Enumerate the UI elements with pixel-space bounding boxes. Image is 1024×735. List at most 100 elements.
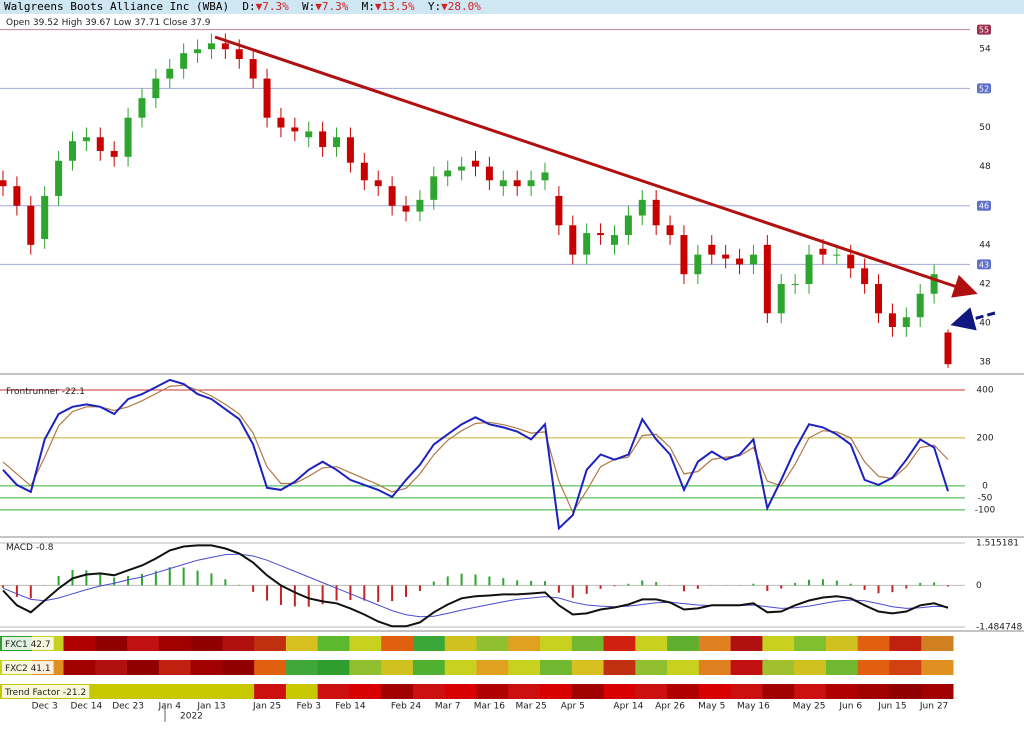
level-label: 55 — [979, 26, 989, 35]
candle-body — [291, 127, 299, 132]
y-tick-label: 42 — [979, 279, 990, 289]
candle-body — [82, 137, 90, 142]
x-tick-label: Jun 6 — [838, 702, 862, 712]
candle-body — [819, 248, 827, 255]
candle-body — [583, 233, 591, 255]
y-tick-label: 48 — [979, 162, 991, 172]
panel-value: -0.8 — [36, 543, 54, 553]
heat-cell — [635, 660, 668, 675]
heat-cell — [95, 684, 128, 699]
heat-cell — [730, 660, 763, 675]
heat-cell — [508, 636, 541, 651]
candle-body — [416, 199, 424, 212]
heat-cell — [762, 684, 795, 699]
candle-body — [110, 150, 118, 157]
histogram-bar — [307, 585, 310, 607]
x-tick-label: Mar 7 — [435, 702, 461, 712]
heat-cell — [794, 636, 827, 651]
heat-cell — [95, 660, 128, 675]
y-tick-label: 54 — [979, 45, 991, 55]
histogram-bar — [154, 571, 157, 586]
strip-label-bg — [2, 661, 54, 674]
histogram-bar — [15, 585, 18, 597]
heat-cell — [698, 636, 732, 651]
x-tick-label: Mar 16 — [474, 702, 506, 712]
histogram-bar — [682, 585, 685, 592]
heat-cell — [794, 684, 827, 699]
histogram-bar — [252, 585, 255, 592]
histogram-bar — [2, 585, 4, 588]
strip-label: Trend Factor -21.2 — [4, 688, 86, 698]
strip-label: FXC2 41.1 — [5, 664, 51, 674]
candle-body — [597, 233, 605, 236]
strip-title: Trend Factor — [4, 688, 60, 698]
candle-body — [152, 78, 160, 99]
histogram-bar — [168, 567, 171, 586]
heat-cell — [889, 660, 922, 675]
histogram-bar — [266, 585, 269, 601]
strip-label-bg — [2, 637, 54, 650]
heat-cell — [412, 684, 446, 699]
candle-body — [805, 254, 813, 284]
y-tick-label: 50 — [979, 123, 991, 133]
histogram-bar — [516, 580, 519, 586]
heat-cell — [317, 660, 350, 675]
candle-body — [68, 141, 76, 161]
histogram-bar — [696, 585, 699, 589]
candle-body — [708, 244, 716, 255]
histogram-bar — [766, 585, 769, 592]
histogram-bar — [363, 585, 366, 601]
x-tick-label: Jun 15 — [877, 702, 906, 712]
y-tick-label: 0 — [982, 481, 988, 491]
heat-cell — [158, 660, 192, 675]
histogram-bar — [543, 581, 546, 586]
candle-body — [430, 176, 438, 200]
change-label: Y: — [427, 0, 442, 13]
change-label: M: — [361, 0, 375, 13]
symbol-title: Walgreens Boots Alliance Inc (WBA) — [4, 0, 230, 13]
heat-cell — [349, 636, 382, 651]
x-tick-label: Apr 26 — [655, 702, 685, 712]
heat-cell — [317, 684, 350, 699]
y-tick-label: -1.484748 — [976, 623, 1022, 633]
heat-cell — [698, 660, 732, 675]
histogram-bar — [196, 570, 199, 586]
trend-line — [214, 35, 978, 298]
candle-body — [736, 258, 744, 265]
heat-cell — [222, 660, 255, 675]
candle-body — [346, 137, 354, 163]
strip-label: FXC1 42.7 — [5, 640, 51, 650]
heat-cell — [349, 684, 382, 699]
heat-cell — [381, 660, 414, 675]
heat-cell — [603, 660, 636, 675]
heat-cell — [476, 684, 509, 699]
heat-cell — [667, 684, 700, 699]
year-label: 2022 — [180, 712, 203, 722]
y-tick-label: 200 — [976, 433, 993, 443]
heat-cell — [857, 684, 890, 699]
candle-body — [777, 283, 785, 314]
heat-cell — [825, 660, 859, 675]
candle-body — [638, 199, 646, 216]
x-tick-label: Jan 13 — [196, 702, 225, 712]
candle-body — [916, 293, 924, 318]
candle-body — [694, 254, 702, 275]
histogram-bar — [835, 580, 838, 586]
heat-cell — [190, 684, 223, 699]
strip-label-bg — [2, 685, 90, 698]
histogram-bar — [182, 567, 185, 586]
histogram-bar — [530, 580, 533, 586]
candle-body — [96, 137, 104, 151]
candle-body — [444, 170, 452, 177]
histogram-bar — [919, 582, 922, 586]
histogram-bar — [655, 582, 658, 586]
heat-cell — [603, 684, 636, 699]
heat-cell — [921, 636, 954, 651]
header: Walgreens Boots Alliance Inc (WBA) D:▼7.… — [0, 0, 1024, 14]
heat-cell — [635, 684, 668, 699]
y-tick-label: 40 — [979, 319, 991, 329]
ohlc-label: Open — [6, 18, 30, 28]
histogram-bar — [85, 570, 88, 586]
heat-cell — [95, 636, 128, 651]
level-label: 52 — [979, 84, 989, 93]
